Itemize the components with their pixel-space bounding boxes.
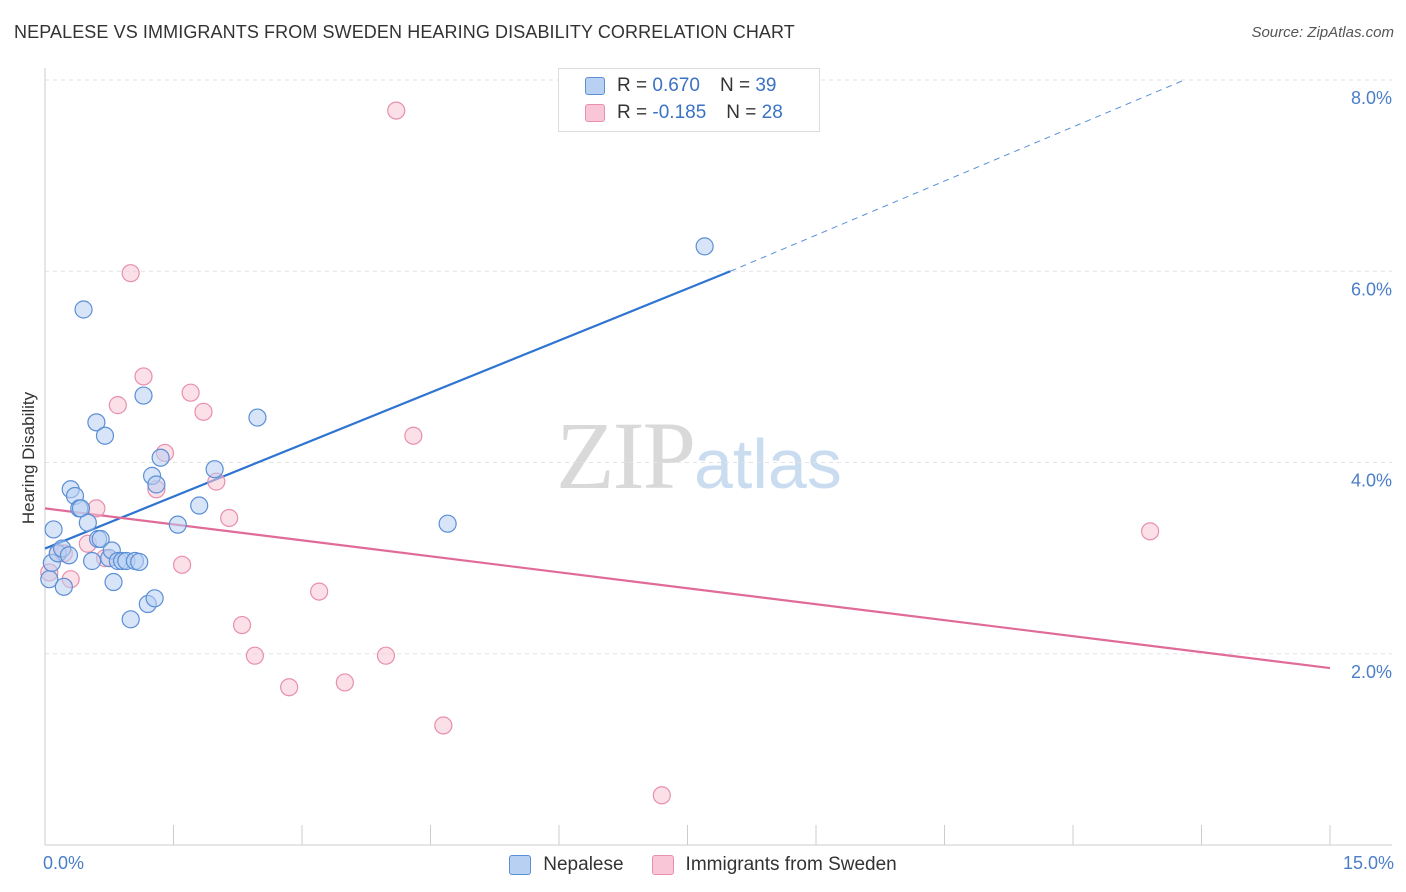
data-point-nepalese	[130, 552, 149, 572]
grid-lines	[45, 79, 1392, 655]
axes	[44, 68, 1392, 846]
data-point-nepalese	[151, 448, 170, 467]
data-point-sweden	[245, 646, 264, 665]
data-point-nepalese	[104, 572, 123, 592]
data-point-sweden	[194, 402, 213, 421]
data-point-nepalese	[83, 551, 102, 571]
y-tick-label: 8.0%	[1351, 88, 1392, 108]
x-tick-label: 0.0%	[43, 853, 84, 873]
data-point-nepalese	[147, 475, 166, 494]
trend-line-nepalese-extension	[730, 79, 1185, 272]
y-tick-label: 6.0%	[1351, 279, 1392, 299]
data-point-nepalese	[54, 577, 73, 596]
series-legend: Nepalese Immigrants from Sweden	[0, 850, 1406, 880]
data-point-nepalese	[205, 460, 224, 479]
legend-swatch-sweden	[651, 855, 674, 875]
data-point-nepalese	[190, 496, 209, 515]
legend-row-sweden: R = -0.185 N = 28	[585, 100, 783, 126]
data-point-sweden	[108, 396, 127, 415]
data-point-nepalese	[134, 386, 153, 405]
data-point-sweden	[220, 508, 239, 528]
x-tick-label: 15.0%	[1343, 853, 1394, 873]
data-point-nepalese	[74, 300, 93, 319]
data-point-sweden	[232, 615, 252, 635]
data-point-nepalese	[91, 529, 110, 549]
data-point-sweden	[652, 786, 671, 805]
source-label: Source: ZipAtlas.com	[1251, 24, 1394, 41]
data-point-sweden	[181, 383, 200, 402]
legend-r-label: R =	[617, 75, 648, 96]
trend-line-sweden	[44, 507, 1331, 670]
trend-line-nepalese	[44, 270, 731, 550]
data-point-nepalese	[59, 546, 79, 565]
data-point-sweden	[376, 646, 396, 665]
data-point-sweden	[335, 673, 354, 692]
data-point-nepalese	[248, 408, 267, 427]
legend-swatch-nepalese	[585, 77, 605, 95]
trend-lines	[44, 79, 1331, 670]
data-point-sweden	[121, 264, 140, 283]
data-point-nepalese	[145, 589, 164, 608]
watermark: ZIPatlas	[556, 400, 842, 511]
data-point-nepalese	[95, 426, 115, 445]
data-point-nepalese	[78, 513, 97, 532]
watermark-zip: ZIP	[556, 402, 696, 509]
data-point-nepalese	[695, 237, 714, 256]
legend-item-sweden: Immigrants from Sweden	[651, 854, 897, 876]
legend-r-value: 0.670	[652, 75, 700, 96]
watermark-atlas: atlas	[694, 425, 842, 503]
data-point-nepalese	[44, 520, 63, 539]
legend-n-label: N =	[726, 102, 757, 123]
legend-label-sweden: Immigrants from Sweden	[685, 854, 897, 875]
data-point-sweden	[134, 367, 153, 386]
data-point-sweden	[172, 555, 192, 574]
data-point-nepalese	[121, 610, 140, 629]
data-point-nepalese	[168, 515, 187, 534]
tick-labels: 2.0% 4.0% 6.0% 8.0% 0.0% 15.0%	[43, 88, 1394, 873]
legend-swatch-sweden	[585, 104, 605, 122]
legend-n-label: N =	[719, 75, 751, 96]
legend-n-value: 28	[761, 102, 783, 123]
legend-row-nepalese: R = 0.670 N = 39	[585, 73, 776, 99]
data-point-sweden	[404, 426, 423, 445]
data-point-sweden	[310, 582, 329, 601]
y-tick-label: 4.0%	[1351, 471, 1392, 491]
data-point-nepalese	[87, 413, 106, 432]
correlation-legend: R = 0.670 N = 39 R = -0.185 N = 28	[558, 68, 820, 132]
legend-swatch-nepalese	[509, 855, 532, 875]
data-point-sweden	[280, 678, 299, 697]
data-point-sweden	[1140, 522, 1160, 541]
legend-label-nepalese: Nepalese	[543, 854, 624, 875]
legend-r-value: -0.185	[652, 102, 707, 123]
data-point-sweden	[387, 101, 406, 120]
data-point-nepalese	[438, 514, 457, 533]
legend-n-value: 39	[755, 75, 777, 96]
legend-r-label: R =	[617, 102, 648, 123]
data-point-sweden	[434, 716, 453, 735]
legend-item-nepalese: Nepalese	[509, 854, 624, 876]
chart-title: NEPALESE VS IMMIGRANTS FROM SWEDEN HEARI…	[14, 22, 795, 42]
y-tick-label: 2.0%	[1351, 662, 1392, 682]
data-points	[40, 101, 1160, 805]
